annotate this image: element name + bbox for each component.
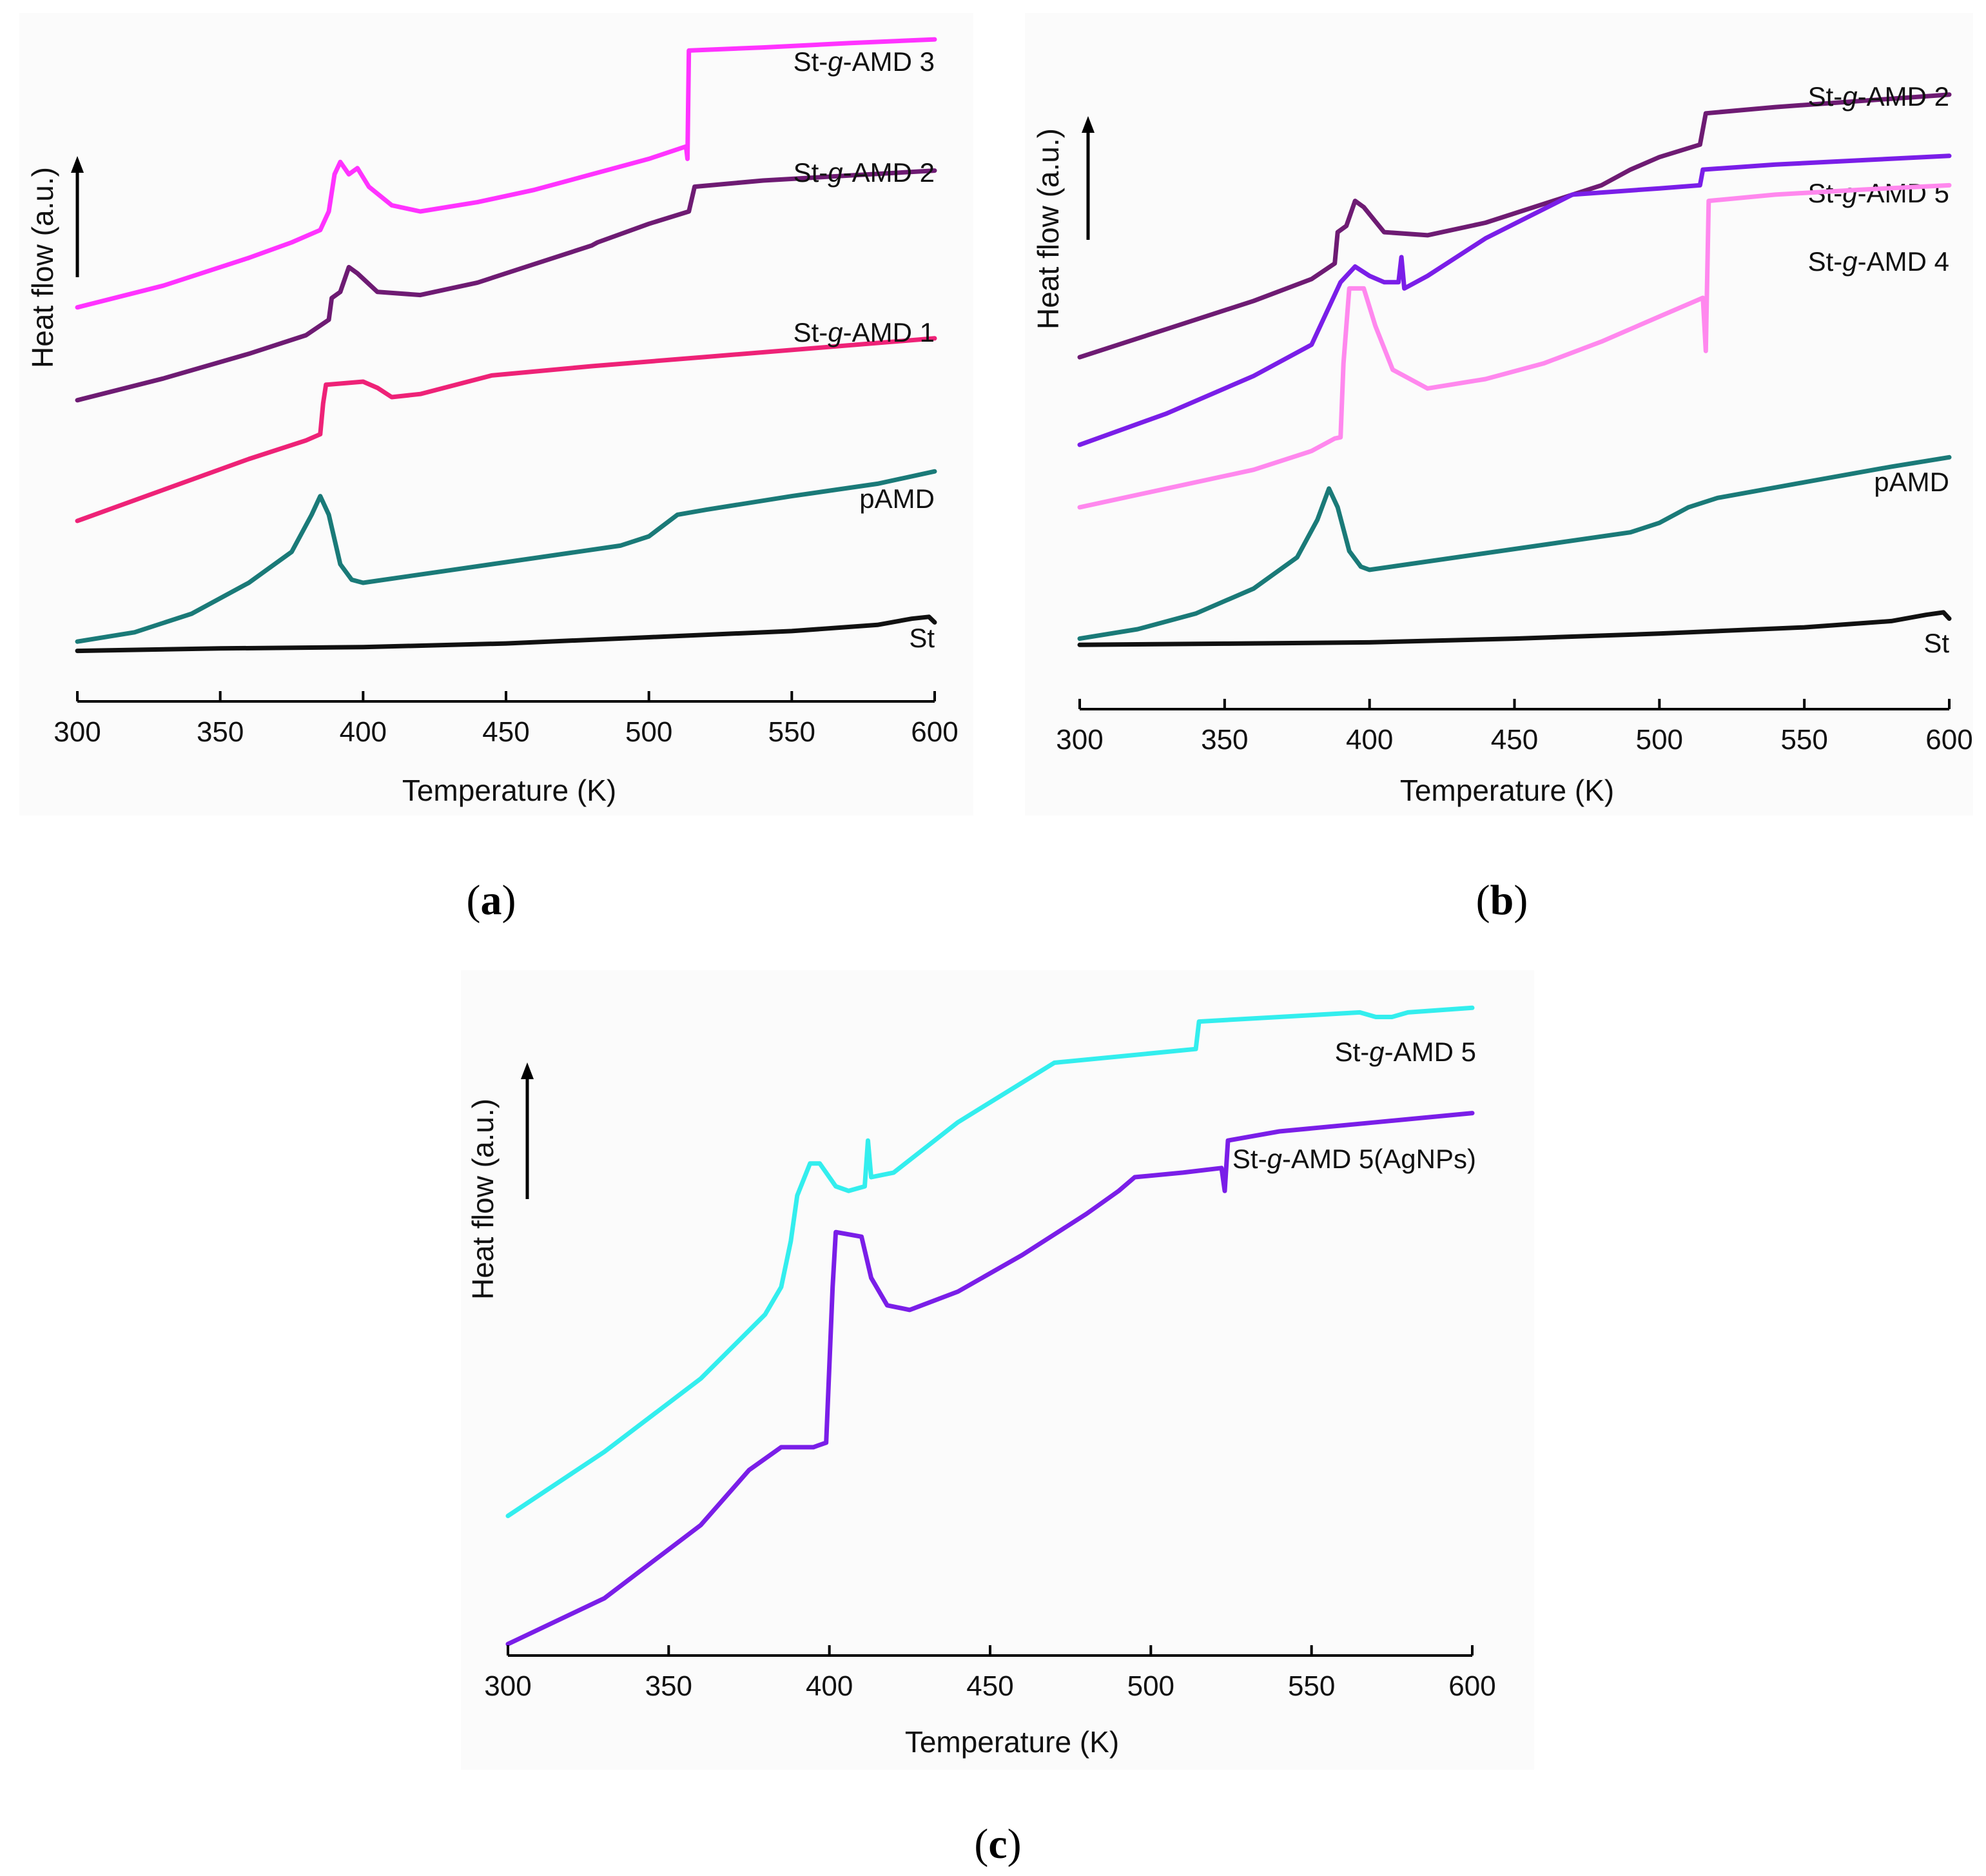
series-label-a-pamd: pAMD [859, 484, 935, 514]
panel-c: St-g-AMD 5 St-g-AMD 5(AgNPs) 300 350 400 450… [461, 970, 1534, 1868]
series-label-b-st: St [1923, 628, 1949, 658]
panel-letter-a: a [481, 877, 502, 924]
x-axis-b: 300 350 400 450 500 550 600 [1056, 699, 1973, 756]
x-tick-label-a-550: 550 [768, 716, 815, 748]
series-label-b-st-g-amd-2: St-g-AMD 2 [1808, 81, 1949, 112]
x-tick-label-b-450: 450 [1491, 724, 1538, 756]
plot-area-c: St-g-AMD 5 St-g-AMD 5(AgNPs) [505, 1005, 1476, 1646]
panel-b-background [1025, 13, 1973, 816]
panel-letter-b: b [1490, 877, 1514, 924]
x-tick-label-a-350: 350 [197, 716, 244, 748]
series-label-c-st-g-amd-5-agnps-: St-g-AMD 5(AgNPs) [1232, 1144, 1476, 1174]
heat-flow-arrow-c [521, 1062, 534, 1199]
panel-letter-c: c [988, 1821, 1007, 1868]
series-line-c-st-g-amd-5 [505, 1005, 1475, 1518]
x-tick-label-c-350: 350 [645, 1670, 692, 1702]
series-label-a-st-g-amd-1: St-g-AMD 1 [793, 317, 935, 347]
x-tick-label-b-300: 300 [1056, 724, 1103, 756]
panel-label-b: (b) [1476, 877, 1528, 924]
panel-a-background [19, 13, 973, 816]
series-label-a-st-g-amd-3: St-g-AMD 3 [793, 46, 935, 77]
series-label-a-st-g-amd-2: St-g-AMD 2 [793, 157, 935, 188]
x-tick-label-b-500: 500 [1636, 724, 1683, 756]
x-tick-label-c-400: 400 [806, 1670, 853, 1702]
x-tick-label-b-350: 350 [1201, 724, 1248, 756]
heat-flow-arrow-a [71, 156, 84, 277]
series-line-a-st-g-amd-3 [75, 37, 937, 310]
series-line-c-st-g-amd-5-agnps- [505, 1111, 1475, 1646]
series-label-b-pamd: pAMD [1874, 467, 1949, 497]
x-tick-label-c-450: 450 [966, 1670, 1013, 1702]
series-line-a-st [75, 614, 937, 654]
y-axis-title-a: Heat flow (a.u.) [26, 167, 59, 368]
x-tick-label-c-300: 300 [484, 1670, 531, 1702]
series-line-a-st-g-amd-2 [75, 168, 937, 403]
x-tick-label-a-600: 600 [911, 716, 958, 748]
series-label-c-st-g-amd-5: St-g-AMD 5 [1335, 1037, 1476, 1067]
panel-label-c: (c) [974, 1821, 1021, 1868]
panel-c-background [461, 970, 1534, 1770]
x-axis-c: 300 350 400 450 500 550 600 [484, 1645, 1496, 1702]
x-tick-label-a-450: 450 [482, 716, 529, 748]
y-axis-title-c: Heat flow (a.u.) [466, 1099, 500, 1300]
x-tick-label-c-600: 600 [1448, 1670, 1495, 1702]
x-tick-label-b-550: 550 [1780, 724, 1827, 756]
series-line-b-st-g-amd-5 [1077, 153, 1952, 447]
series-line-a-pamd [75, 469, 937, 644]
series-line-b-st [1077, 610, 1952, 647]
series-label-a-st: St [909, 623, 935, 653]
plot-area-a: St-g-AMD 3 St-g-AMD 2 St-g-AMD 1 pAMD St [75, 37, 937, 654]
x-tick-label-c-500: 500 [1127, 1670, 1174, 1702]
x-axis-a: 300 350 400 450 500 550 600 [54, 691, 959, 748]
x-axis-title-a: Temperature (K) [402, 774, 616, 807]
panel-a: St-g-AMD 3 St-g-AMD 2 St-g-AMD 1 pAMD St 300… [19, 13, 973, 924]
x-tick-label-c-550: 550 [1288, 1670, 1335, 1702]
series-line-b-st-g-amd-4 [1077, 182, 1952, 510]
panel-label-a: (a) [467, 877, 516, 924]
series-label-b-st-g-amd-4: St-g-AMD 4 [1808, 246, 1949, 277]
series-line-b-st-g-amd-2 [1077, 92, 1952, 360]
series-line-b-pamd [1077, 454, 1952, 641]
x-tick-label-b-600: 600 [1925, 724, 1972, 756]
x-axis-title-c: Temperature (K) [905, 1725, 1119, 1759]
y-axis-title-b: Heat flow (a.u.) [1031, 128, 1065, 329]
x-axis-title-b: Temperature (K) [1400, 774, 1614, 807]
series-line-a-st-g-amd-1 [75, 336, 937, 523]
heat-flow-arrow-b [1082, 116, 1095, 240]
x-tick-label-b-400: 400 [1346, 724, 1393, 756]
x-tick-label-a-300: 300 [54, 716, 101, 748]
x-tick-label-a-500: 500 [625, 716, 672, 748]
x-tick-label-a-400: 400 [340, 716, 387, 748]
